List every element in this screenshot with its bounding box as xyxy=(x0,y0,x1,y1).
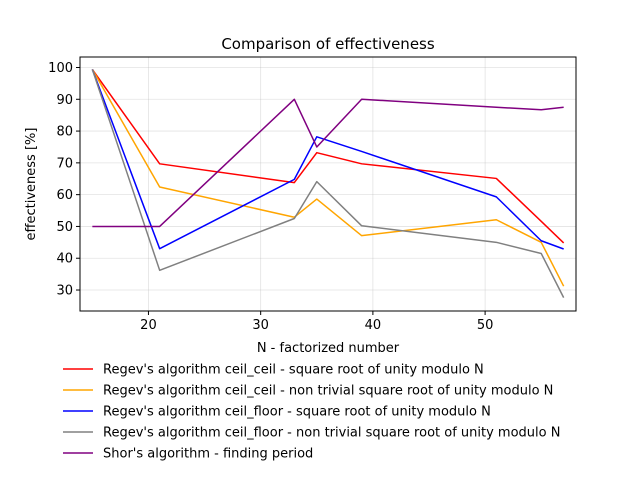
legend-label-4: Regev's algorithm ceil_floor - non trivi… xyxy=(103,426,560,441)
x-tick-label: 50 xyxy=(477,318,494,333)
y-tick-label: 90 xyxy=(56,93,73,108)
series-line-5 xyxy=(92,98,564,228)
y-tick-label: 40 xyxy=(56,252,73,267)
y-axis-label: effectiveness [%] xyxy=(24,128,39,241)
y-tick-label: 50 xyxy=(56,220,73,235)
y-tick-label: 60 xyxy=(56,188,73,203)
y-tick-label: 80 xyxy=(56,125,73,140)
series-line-1 xyxy=(91,68,565,244)
legend-label-2: Regev's algorithm ceil_ceil - non trivia… xyxy=(103,384,553,399)
series-line-2 xyxy=(91,69,565,287)
x-axis-label: N - factorized number xyxy=(257,341,400,356)
x-tick-label: 20 xyxy=(140,318,157,333)
series-line-4 xyxy=(91,69,565,298)
x-tick-label: 30 xyxy=(252,318,269,333)
y-tick-label: 70 xyxy=(56,156,73,171)
series-line-3 xyxy=(91,69,564,250)
legend-label-1: Regev's algorithm ceil_ceil - square roo… xyxy=(103,363,484,378)
axis-ticks: 20 30 40 50 30 40 50 60 70 80 90 100 xyxy=(48,61,493,333)
y-tick-label: 100 xyxy=(48,61,73,76)
series-lines xyxy=(91,68,565,298)
legend-label-3: Regev's algorithm ceil_floor - square ro… xyxy=(103,405,491,420)
legend: Regev's algorithm ceil_ceil - square roo… xyxy=(63,363,560,462)
legend-label-5: Shor's algorithm - finding period xyxy=(103,447,313,462)
y-tick-label: 30 xyxy=(56,284,73,299)
chart-title: Comparison of effectiveness xyxy=(221,35,435,53)
x-tick-label: 40 xyxy=(365,318,382,333)
plot-frame xyxy=(79,56,577,312)
